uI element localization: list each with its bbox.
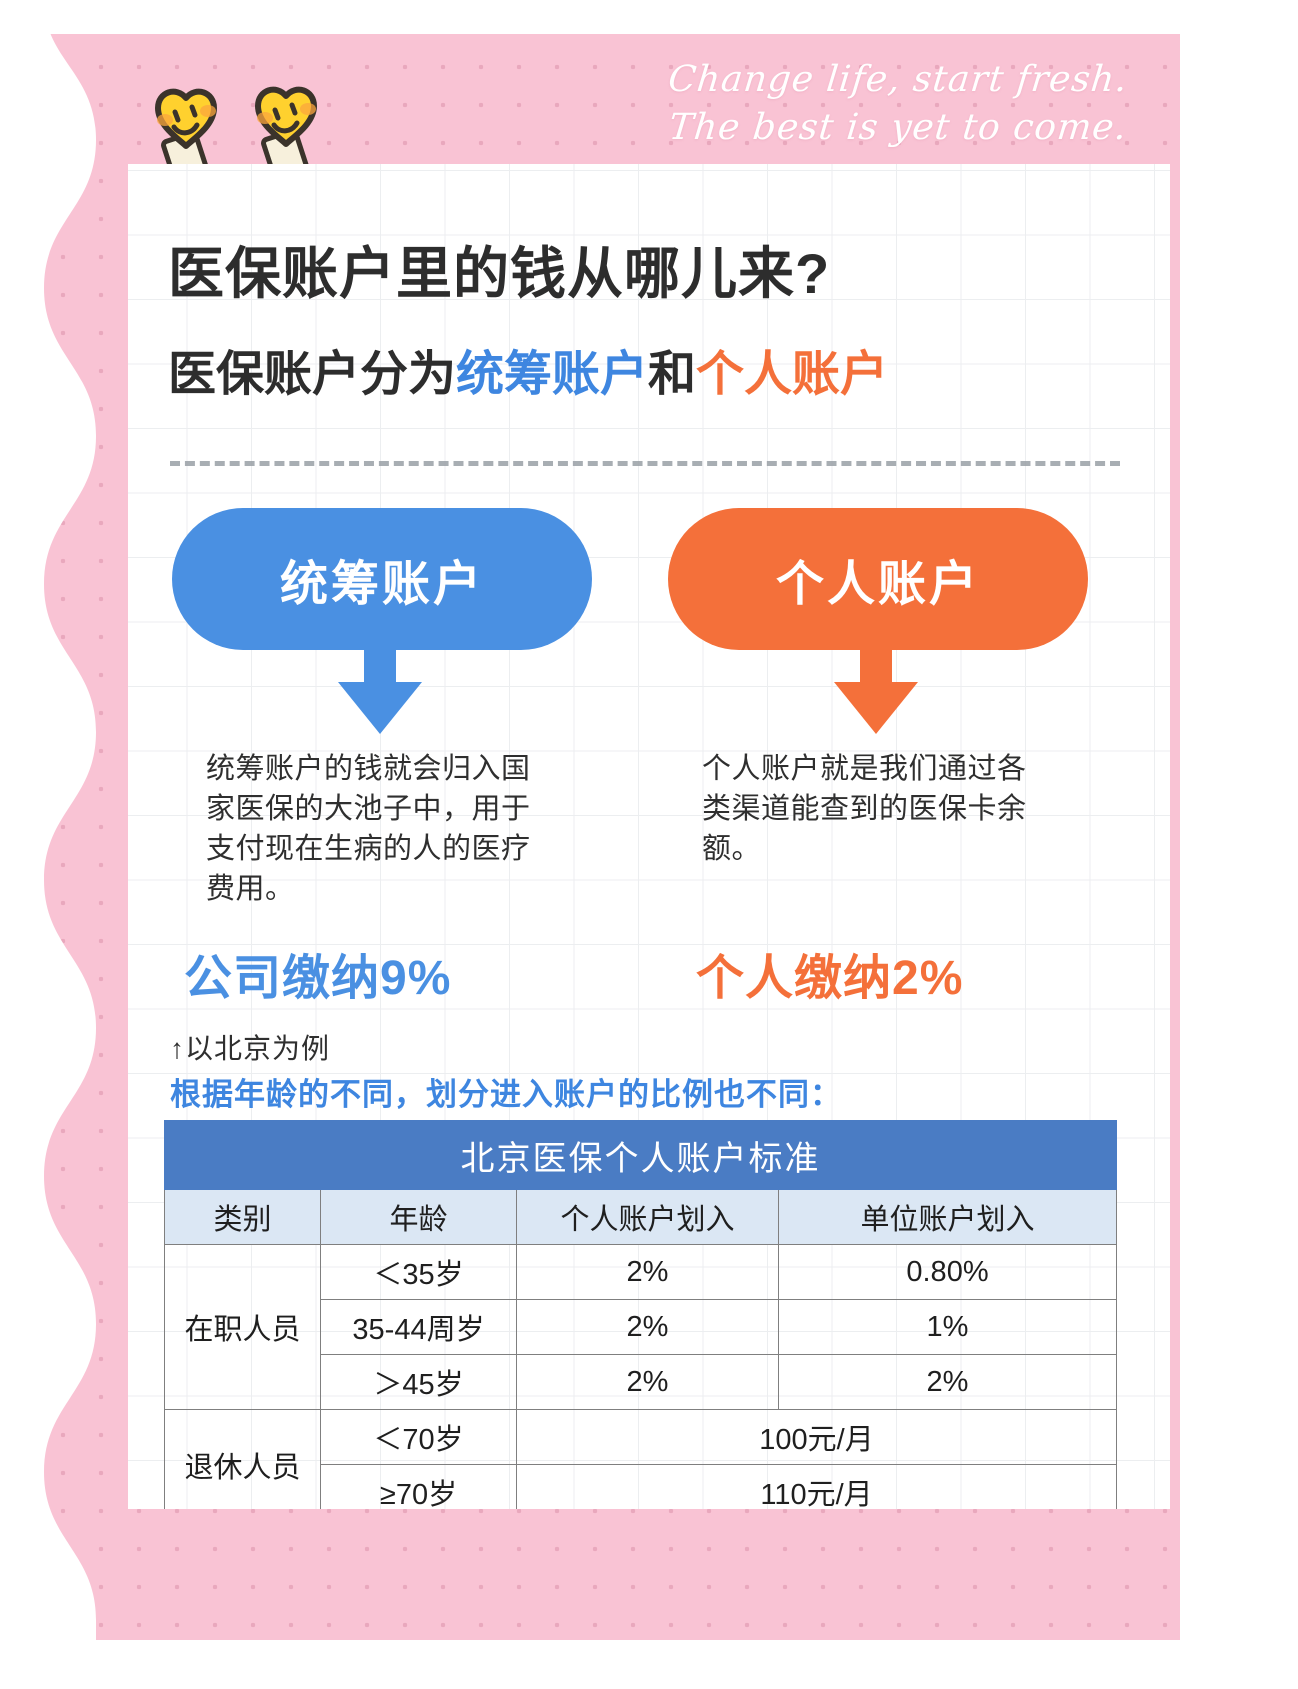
arrow-head (338, 682, 422, 734)
content-card: 医保账户里的钱从哪儿来? 医保账户分为统筹账户和个人账户 统筹账户 个人账户 统… (128, 164, 1170, 1509)
category-employed: 在职人员 (164, 1244, 321, 1410)
personal-account-pill: 个人账户 (668, 508, 1088, 650)
age-value: 35-44周岁 (320, 1299, 517, 1355)
table-row: 在职人员 ＜35岁 2% 0.80% (164, 1244, 1117, 1410)
personal-value: 2% (516, 1354, 779, 1410)
column-header-personal-account: 个人账户划入 (516, 1189, 779, 1245)
page-subtitle: 医保账户分为统筹账户和个人账户 (168, 334, 888, 404)
beijing-medical-account-table: 北京医保个人账户标准 类别 年龄 个人账户划入 单位账户划入 在职人员 ＜35岁… (164, 1120, 1117, 1509)
column-header-age: 年龄 (320, 1189, 517, 1245)
personal-contribution-highlight: 个人缴纳2% (696, 952, 964, 1005)
pooled-account-pill: 统筹账户 (172, 508, 592, 650)
down-arrow-icon-right (834, 634, 918, 734)
age-rule-note: 根据年龄的不同，划分进入账户的比例也不同： (170, 1077, 842, 1112)
slogan-script: Change life, start fresh. The best is ye… (666, 56, 1130, 152)
age-value: ≥70岁 (320, 1464, 517, 1509)
dashed-divider (170, 461, 1120, 466)
column-header-category: 类别 (164, 1189, 321, 1245)
category-retired: 退休人员 (164, 1409, 321, 1509)
unit-value: 2% (778, 1354, 1117, 1410)
subtitle-personal-account: 个人账户 (696, 348, 889, 401)
page-title: 医保账户里的钱从哪儿来? (168, 242, 831, 305)
unit-value: 1% (778, 1299, 1117, 1355)
table-row: ＞45岁 2% 2% (165, 1354, 1117, 1410)
table-title-row: 北京医保个人账户标准 (164, 1120, 1117, 1190)
subtitle-pooled-account: 统筹账户 (456, 348, 649, 401)
standards-table-wrapper: 北京医保个人账户标准 类别 年龄 个人账户划入 单位账户划入 在职人员 ＜35岁… (164, 1120, 1117, 1509)
personal-value: 2% (516, 1299, 779, 1355)
table-row: 退休人员 ＜70岁 100元/月 (164, 1409, 1117, 1509)
personal-account-description: 个人账户就是我们通过各类渠道能查到的医保卡余额。 (702, 753, 1027, 865)
merged-amount-value: 100元/月 (516, 1409, 1117, 1465)
table-header-row: 类别 年龄 个人账户划入 单位账户划入 (164, 1189, 1117, 1245)
pooled-account-description: 统筹账户的钱就会归入国家医保的大池子中，用于支付现在生病的人的医疗费用。 (206, 753, 531, 905)
age-value: ＜35岁 (320, 1244, 517, 1300)
table-row: 35-44周岁 2% 1% (165, 1299, 1117, 1355)
slogan-line-1: Change life, start fresh. (666, 59, 1130, 100)
pooled-account-pill-label: 统筹账户 (279, 558, 484, 611)
down-arrow-icon-left (338, 634, 422, 734)
subtitle-part-1: 医保账户分为 (168, 348, 457, 401)
company-contribution-highlight: 公司缴纳9% (184, 952, 452, 1005)
slogan-line-2: The best is yet to come. (666, 107, 1130, 148)
table-row: ≥70岁 110元/月 (165, 1464, 1117, 1509)
example-note: ↑以北京为例 (170, 1033, 331, 1064)
personal-account-pill-label: 个人账户 (775, 558, 980, 611)
subtitle-part-2: 和 (648, 348, 697, 401)
merged-amount-value: 110元/月 (516, 1464, 1117, 1509)
arrow-head (834, 682, 918, 734)
age-value: ＜70岁 (320, 1409, 517, 1465)
unit-value: 0.80% (778, 1244, 1117, 1300)
table-title: 北京医保个人账户标准 (164, 1120, 1117, 1190)
personal-value: 2% (516, 1244, 779, 1300)
column-header-unit-account: 单位账户划入 (778, 1189, 1117, 1245)
age-value: ＞45岁 (320, 1354, 517, 1410)
